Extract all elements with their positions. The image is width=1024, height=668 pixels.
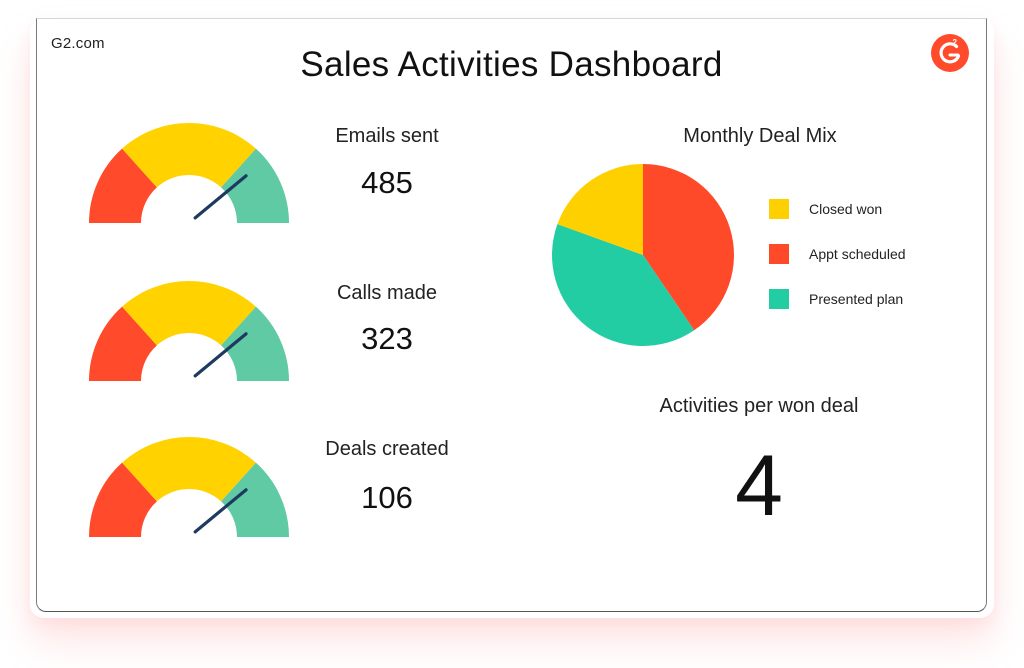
legend-label-presented-plan: Presented plan	[809, 291, 904, 307]
gauge-needle	[193, 174, 248, 220]
deals-created-label: Deals created	[325, 438, 449, 460]
gauge-band-mid	[122, 123, 256, 188]
pie-slice-closed-won	[557, 164, 643, 255]
site-label: G2.com	[51, 35, 105, 52]
emails-gauge	[89, 123, 289, 223]
gauge-band-low	[89, 148, 157, 223]
gauge-needle	[193, 332, 248, 378]
dashboard-card: G2.com 2 Sales Activities Dashboard Emai…	[36, 18, 987, 612]
svg-text:2: 2	[953, 38, 958, 47]
legend-swatch-appt-scheduled	[769, 244, 789, 264]
emails-sent-value: 485	[361, 165, 413, 200]
gauge-band-mid	[122, 437, 256, 502]
gauge-band-low	[89, 462, 157, 537]
activities-per-won-deal-value: 4	[735, 438, 783, 534]
dashboard-title: Sales Activities Dashboard	[300, 45, 723, 84]
calls-made-value: 323	[361, 321, 413, 356]
gauge-needle	[193, 488, 248, 534]
calls-made-label: Calls made	[336, 282, 438, 304]
deals-gauge	[89, 437, 289, 537]
emails-sent-label: Emails sent	[335, 125, 439, 147]
calls-gauge	[89, 281, 289, 381]
legend-swatch-closed-won	[769, 199, 789, 219]
legend-label-appt-scheduled: Appt scheduled	[809, 246, 906, 262]
pie-slice-presented-plan	[552, 224, 695, 346]
activities-per-won-deal-label: Activities per won deal	[659, 395, 859, 417]
gauge-band-mid	[122, 281, 256, 346]
legend-label-closed-won: Closed won	[809, 201, 883, 217]
deal-mix-pie-chart	[552, 164, 734, 346]
pie-chart-title: Monthly Deal Mix	[683, 125, 837, 147]
pie-slice-appt-scheduled	[643, 164, 734, 331]
g2-logo-icon: 2	[931, 34, 969, 72]
gauge-band-low	[89, 306, 157, 381]
legend-swatch-presented-plan	[769, 289, 789, 309]
deals-created-value: 106	[361, 480, 413, 515]
gauge-band-high	[221, 148, 289, 223]
gauge-band-high	[221, 462, 289, 537]
gauge-band-high	[221, 306, 289, 381]
